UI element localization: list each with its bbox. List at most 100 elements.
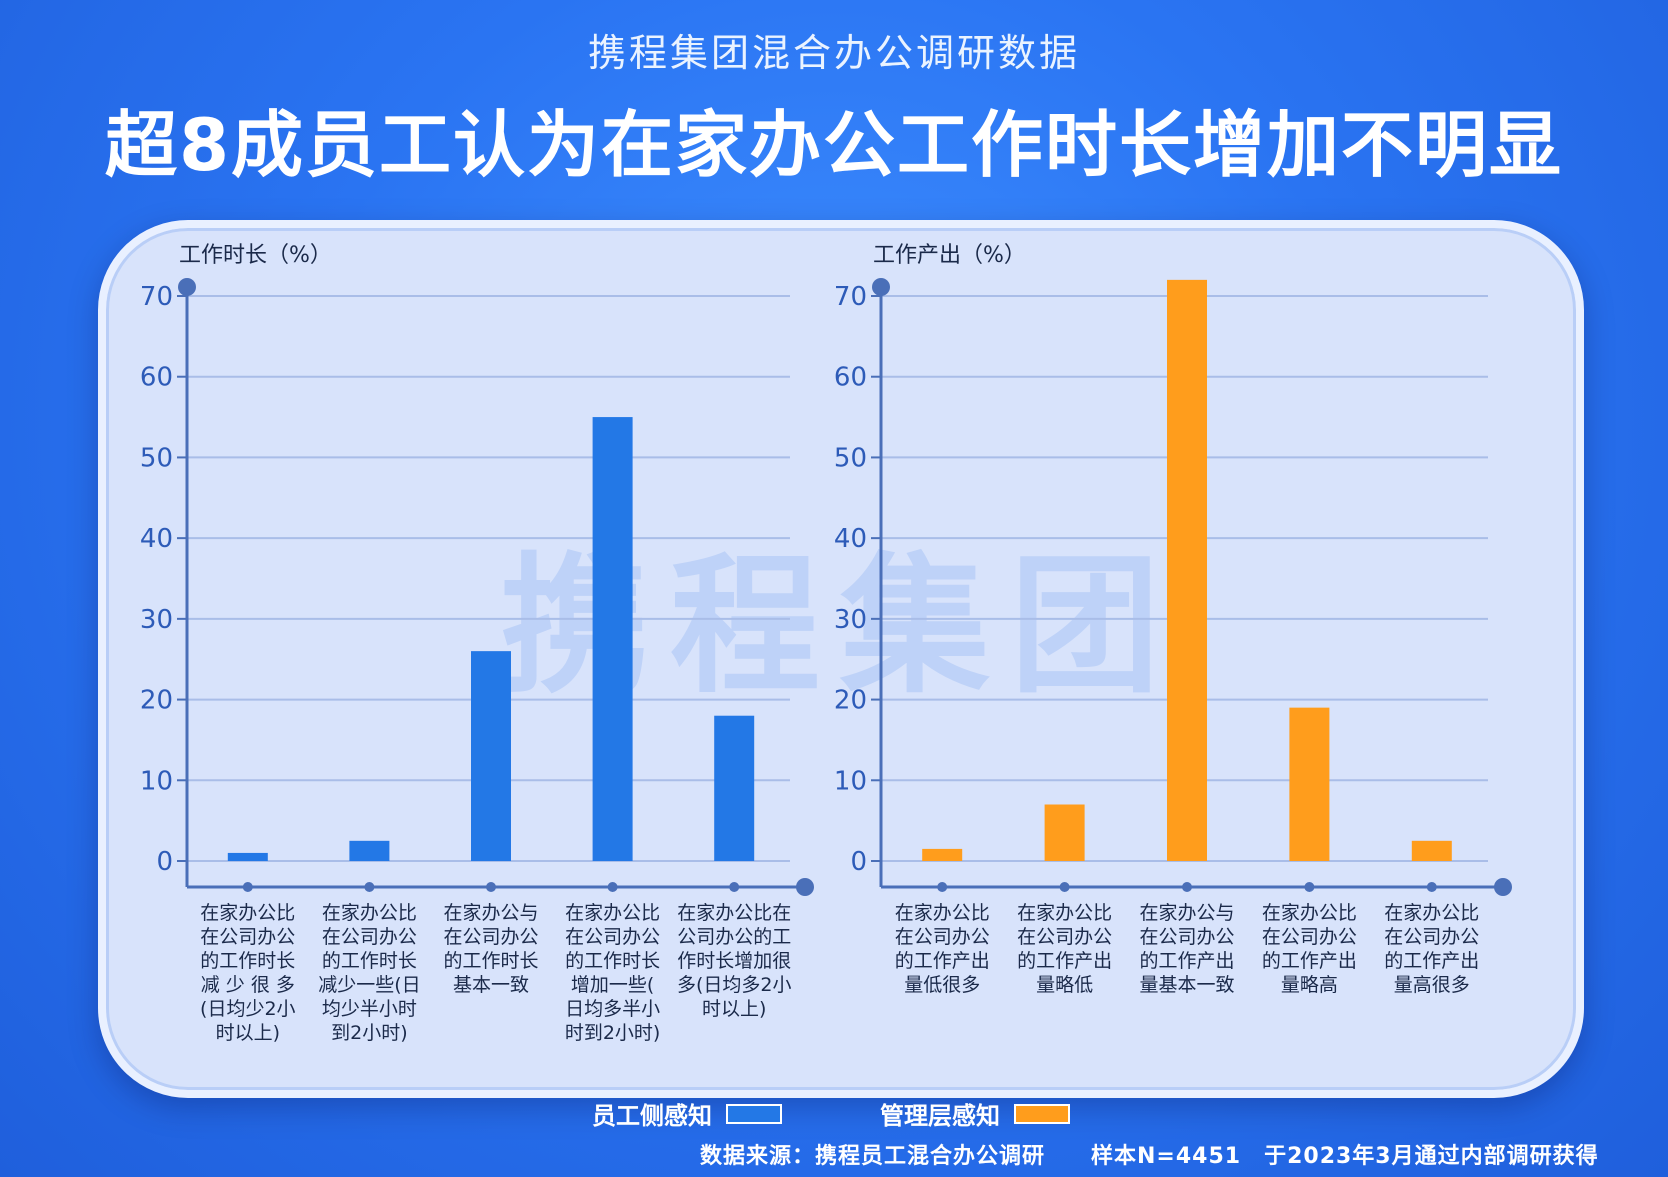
y-tick-label: 30 xyxy=(834,605,867,635)
chart-card xyxy=(98,220,1584,1098)
x-category-label: 作时长增加很 xyxy=(677,950,791,972)
x-category-label: 在公司办公 xyxy=(1384,926,1479,948)
y-tick-label: 0 xyxy=(156,847,173,877)
bar xyxy=(714,715,755,861)
bar xyxy=(471,651,511,861)
x-category-label: 在家办公比 xyxy=(200,902,295,924)
y-tick-label: 40 xyxy=(140,524,173,554)
x-category-label: 的工作产出 xyxy=(1017,950,1112,972)
x-category-label: 量低很多 xyxy=(904,974,980,996)
x-category-label: 在家办公比 xyxy=(322,902,417,924)
y-axis-end-dot xyxy=(178,278,196,296)
x-category-label: 在家办公比 xyxy=(1384,902,1479,924)
y-tick-label: 30 xyxy=(140,605,173,635)
x-category-label: 在公司办公 xyxy=(1262,926,1357,948)
x-category-label: 在公司办公 xyxy=(1139,926,1234,948)
bar xyxy=(592,417,633,861)
data-source-note: 数据来源：携程员工混合办公调研 样本N=4451 于2023年3月通过内部调研获… xyxy=(700,1144,1599,1169)
bar xyxy=(922,848,963,861)
x-category-label: 在家办公比在 xyxy=(677,902,791,924)
report-subtitle: 携程集团混合办公调研数据 xyxy=(587,31,1080,75)
x-category-label: 在家办公比 xyxy=(895,902,990,924)
x-tick-dot xyxy=(607,882,618,892)
legend-employee-swatch xyxy=(726,1103,782,1124)
y-tick-label: 10 xyxy=(834,766,867,796)
x-category-label: 时以上) xyxy=(216,1022,280,1044)
x-category-label: 的工作产出 xyxy=(1262,950,1357,972)
x-category-label: 的工作产出 xyxy=(895,950,990,972)
x-category-label: 的工作时长 xyxy=(443,950,538,972)
x-tick-dot xyxy=(1182,882,1192,892)
x-category-label: 减 少 很 多 xyxy=(201,974,295,996)
x-category-label: 减少一些(日 xyxy=(318,974,420,996)
legend-employee: 员工侧感知 xyxy=(592,1096,782,1131)
x-category-label: 到2小时) xyxy=(331,1022,408,1044)
x-category-label: 日均多半小 xyxy=(565,998,660,1020)
x-category-label: 基本一致 xyxy=(453,974,529,996)
x-axis-end-dot xyxy=(796,878,814,896)
x-category-label: 时以上) xyxy=(702,998,766,1020)
legend-employee-label: 员工侧感知 xyxy=(592,1102,712,1130)
y-tick-label: 50 xyxy=(834,443,867,473)
x-tick-dot xyxy=(1426,882,1437,892)
y-tick-label: 20 xyxy=(834,686,867,716)
x-category-label: 在家办公比 xyxy=(1262,902,1357,924)
x-tick-dot xyxy=(486,882,496,892)
bar xyxy=(1167,279,1207,861)
bar xyxy=(1044,804,1085,861)
x-tick-dot xyxy=(729,882,740,892)
bar xyxy=(227,852,268,861)
y-tick-label: 20 xyxy=(140,686,173,716)
x-category-label: 在家办公与 xyxy=(1139,902,1234,924)
y-tick-label: 50 xyxy=(140,443,173,473)
x-category-label: 增加一些( xyxy=(571,974,654,996)
x-category-label: 在公司办公 xyxy=(1017,926,1112,948)
legend-manager: 管理层感知 xyxy=(880,1096,1070,1131)
x-category-label: 在家办公比 xyxy=(565,902,660,924)
x-category-label: 的工作产出 xyxy=(1139,950,1234,972)
x-tick-dot xyxy=(1059,882,1070,892)
y-tick-label: 60 xyxy=(140,363,173,393)
y-tick-label: 70 xyxy=(140,282,173,312)
x-category-label: 量略低 xyxy=(1036,974,1093,996)
x-category-label: 的工作时长 xyxy=(322,950,417,972)
x-tick-dot xyxy=(364,882,375,892)
x-category-label: 在公司办公 xyxy=(200,926,295,948)
x-category-label: 在公司办公 xyxy=(895,926,990,948)
x-category-label: 在家办公比 xyxy=(1017,902,1112,924)
bar xyxy=(1411,840,1452,861)
bar xyxy=(1289,707,1330,861)
x-category-label: 的工作产出 xyxy=(1384,950,1479,972)
legend-manager-swatch xyxy=(1014,1103,1070,1124)
bar xyxy=(349,840,390,861)
x-tick-dot xyxy=(242,882,253,892)
x-category-label: 在公司办公 xyxy=(565,926,660,948)
x-category-label: 量基本一致 xyxy=(1139,974,1234,996)
x-category-label: 公司办公的工 xyxy=(677,926,791,948)
y-tick-label: 70 xyxy=(834,282,867,312)
x-category-label: 均少半小时 xyxy=(322,998,417,1020)
x-category-label: 时到2小时) xyxy=(565,1022,661,1044)
y-axis-title: 工作产出（%） xyxy=(873,243,1026,268)
headline: 超8成员工认为在家办公工作时长增加不明显 xyxy=(104,103,1564,187)
x-axis-end-dot xyxy=(1494,878,1512,896)
x-category-label: 的工作时长 xyxy=(200,950,295,972)
y-axis-title: 工作时长（%） xyxy=(179,243,332,268)
x-category-label: 量略高 xyxy=(1281,974,1338,996)
x-category-label: 量高很多 xyxy=(1394,974,1470,996)
y-tick-label: 10 xyxy=(140,766,173,796)
x-category-label: 多(日均多2小 xyxy=(677,974,792,996)
x-tick-dot xyxy=(937,882,948,892)
x-category-label: 在家办公与 xyxy=(443,902,538,924)
legend-manager-label: 管理层感知 xyxy=(880,1102,1000,1130)
y-tick-label: 60 xyxy=(834,363,867,393)
x-category-label: (日均少2小 xyxy=(200,998,296,1020)
x-category-label: 的工作时长 xyxy=(565,950,660,972)
y-axis-end-dot xyxy=(872,278,890,296)
y-tick-label: 0 xyxy=(850,847,867,877)
x-category-label: 在公司办公 xyxy=(443,926,538,948)
y-tick-label: 40 xyxy=(834,524,867,554)
x-tick-dot xyxy=(1304,882,1315,892)
x-category-label: 在公司办公 xyxy=(322,926,417,948)
